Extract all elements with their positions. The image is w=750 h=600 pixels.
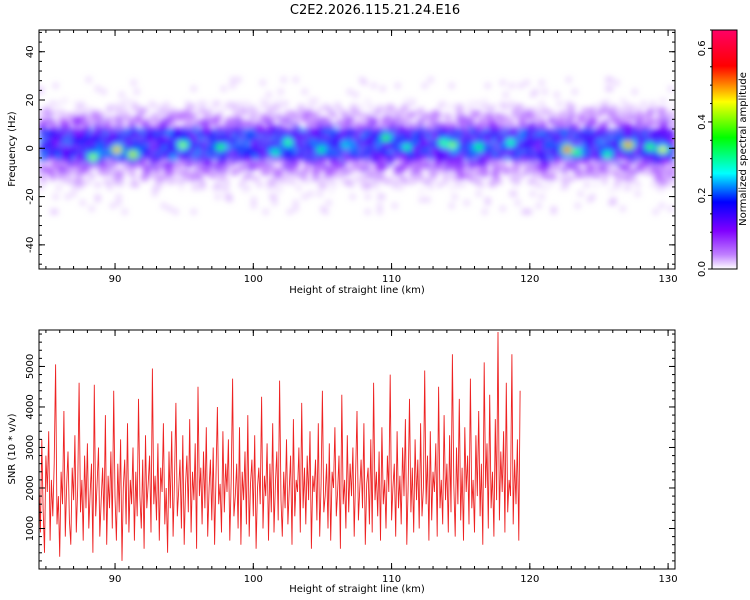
colorbar-tick-label: 0.0	[697, 261, 708, 277]
snr-xtick-label: 130	[659, 574, 678, 585]
spectrogram-ytick-label: 0	[25, 145, 36, 151]
spectrogram-xtick-label: 120	[520, 274, 539, 285]
snr-xtick-label: 110	[382, 574, 401, 585]
colorbar-label: Normalized spectral amplitude	[738, 72, 749, 226]
spectrogram-ytick-label: -20	[25, 188, 36, 204]
snr-ytick-label: 2000	[25, 475, 36, 500]
colorbar-tick-label: 0.4	[697, 114, 708, 130]
spectrogram-xtick-label: 100	[244, 274, 263, 285]
colorbar: 0.0 0.2 0.4 0.6 Normalized spectral amplitu…	[697, 29, 749, 277]
snr-xtick-label: 120	[520, 574, 539, 585]
snr-series-line	[39, 331, 521, 561]
spectrogram-ytick-label: -40	[25, 237, 36, 253]
snr-xtick-label: 90	[109, 574, 122, 585]
snr-xtick-label: 100	[244, 574, 263, 585]
snr-ytick-label: 3000	[25, 435, 36, 460]
spectrogram-ytick-label: 40	[25, 45, 36, 58]
colorbar-ticks: 0.0 0.2 0.4 0.6	[697, 29, 712, 277]
snr-panel: 90 100 110 120 130 1000 2000 3000 4000 5000 Heigh…	[7, 329, 678, 595]
snr-xlabel: Height of straight line (km)	[289, 584, 425, 595]
chart-title: C2E2.2026.115.21.24.E16	[290, 3, 460, 18]
spectrogram-xtick-label: 90	[109, 274, 122, 285]
spectrogram-xtick-label: 110	[382, 274, 401, 285]
spectrogram-panel: 90 100 110 120 130 -40 -20 0 20 40 Height of stra…	[7, 29, 678, 296]
snr-frame	[38, 329, 676, 570]
colorbar-gradient	[712, 30, 737, 269]
spectrogram-xtick-label: 130	[659, 274, 678, 285]
colorbar-frame	[711, 29, 738, 270]
snr-ytick-label: 5000	[25, 354, 36, 379]
colorbar-tick-label: 0.2	[697, 188, 708, 204]
snr-ylabel: SNR (10 * v/v)	[7, 413, 18, 484]
spectrogram-cells	[39, 78, 675, 214]
spectrogram-xlabel: Height of straight line (km)	[289, 285, 425, 296]
spectrogram-ytick-label: 20	[25, 94, 36, 107]
snr-ytick-label: 4000	[25, 394, 36, 419]
snr-ytick-label: 1000	[25, 516, 36, 541]
colorbar-tick-label: 0.6	[697, 40, 708, 56]
spectrogram-ylabel: Frequency (Hz)	[7, 111, 18, 187]
spectrogram-frame	[38, 29, 676, 270]
spectrogram-heatmap	[39, 78, 675, 214]
